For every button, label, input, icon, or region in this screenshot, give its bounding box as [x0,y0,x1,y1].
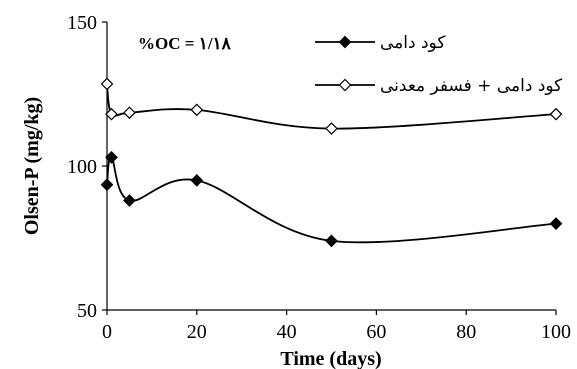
legend-entry: کود دامی + فسفر معدنی [315,76,563,96]
x-axis-label: Time (days) [280,348,381,369]
series-line-1 [106,156,557,244]
series-lines [106,83,557,244]
data-point [100,178,114,192]
series-markers [100,77,563,248]
legend-entry: کود دامی [315,33,446,53]
data-point [190,174,204,187]
data-point [123,194,136,207]
chart-axes [106,22,556,311]
x-tick-label: 100 [541,321,571,343]
legend-marker-open [338,78,352,92]
x-tick-label: 20 [187,321,207,343]
x-tick-label: 0 [102,321,112,343]
x-tick-label: 40 [277,321,297,343]
oc-annotation: %OC = ۱/۱۸ [138,34,232,53]
legend-marker-filled [338,35,352,49]
legend-label: کود دامی [380,33,446,53]
data-point [325,122,338,135]
x-tick-label: 60 [366,321,386,343]
data-point [549,107,563,121]
y-axis-label: Olsen-P (mg/kg) [21,97,43,235]
data-point [549,217,563,230]
x-tick-label: 80 [456,321,476,343]
legend: کود دامی کود دامی + فسفر معدنی [315,33,563,96]
y-tick-label: 150 [67,12,97,34]
data-point [105,151,118,164]
y-tick-label: 100 [67,156,97,178]
y-tick-label: 50 [77,300,97,322]
x-ticks: 0 20 40 60 80 100 [102,310,571,343]
y-ticks: 50 100 150 [67,12,107,322]
data-point [105,107,118,121]
data-point [325,234,338,248]
data-point [190,103,204,117]
data-point [100,77,114,91]
data-point [123,106,136,120]
legend-label: کود دامی + فسفر معدنی [380,76,563,96]
